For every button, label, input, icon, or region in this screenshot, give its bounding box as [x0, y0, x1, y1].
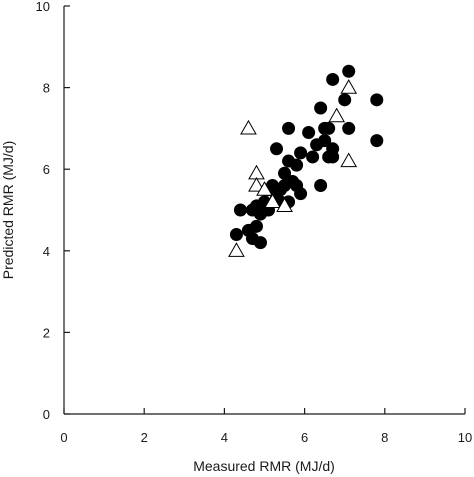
data-point-circle [229, 227, 243, 241]
data-point-triangle [240, 119, 257, 135]
data-point-triangle [248, 177, 265, 192]
data-point-circle [302, 125, 316, 139]
data-point-circle [342, 121, 356, 135]
x-tick-label: 10 [458, 430, 472, 445]
y-tick-label: 2 [43, 325, 50, 340]
y-tick-label: 6 [43, 162, 50, 177]
data-point-circle [314, 101, 328, 115]
y-tick-label: 4 [43, 244, 50, 259]
data-point-triangle [340, 152, 358, 168]
data-point-circle [306, 150, 320, 164]
data-point-circle [270, 142, 284, 156]
data-point-circle [282, 121, 296, 135]
data-point-circle [326, 72, 340, 86]
data-point-circle [326, 142, 340, 156]
data-point-circle [338, 93, 352, 107]
data-point-circle [290, 158, 304, 172]
data-point-circle [233, 203, 247, 217]
data-point-circle [294, 187, 308, 201]
ticks: 0 2 4 6 8 10 0 2 4 6 8 10 [36, 0, 473, 445]
y-axis-label: Predicted RMR (MJ/d) [0, 141, 16, 279]
data-point-triangle [228, 242, 245, 257]
x-axis-label: Measured RMR (MJ/d) [193, 458, 335, 474]
data-point-triangle [264, 193, 281, 208]
data-point-triangle [328, 107, 346, 123]
data-point-triangle [248, 164, 265, 180]
data-point-circle [322, 121, 336, 135]
x-tick-label: 4 [221, 430, 228, 445]
data-point-circle [314, 179, 328, 193]
data-point-circle [294, 146, 308, 160]
y-tick-label: 8 [43, 81, 50, 96]
y-tick-label: 0 [43, 407, 50, 422]
data-point-triangle [256, 181, 273, 196]
data-point-circle [253, 236, 267, 250]
data-point-triangle [340, 79, 358, 94]
data-point-circle [249, 219, 263, 233]
x-tick-label: 2 [141, 430, 148, 445]
x-tick-label: 0 [60, 430, 67, 445]
x-tick-label: 8 [381, 430, 388, 445]
data-points [228, 64, 384, 257]
data-point-circle [342, 64, 356, 78]
x-tick-label: 6 [301, 430, 308, 445]
data-point-circle [278, 166, 292, 180]
data-point-triangle [276, 197, 293, 213]
data-point-circle [370, 134, 384, 148]
data-point-circle [370, 93, 384, 107]
data-point-circle [318, 134, 332, 148]
axes [63, 6, 465, 415]
y-tick-label: 10 [36, 0, 50, 14]
